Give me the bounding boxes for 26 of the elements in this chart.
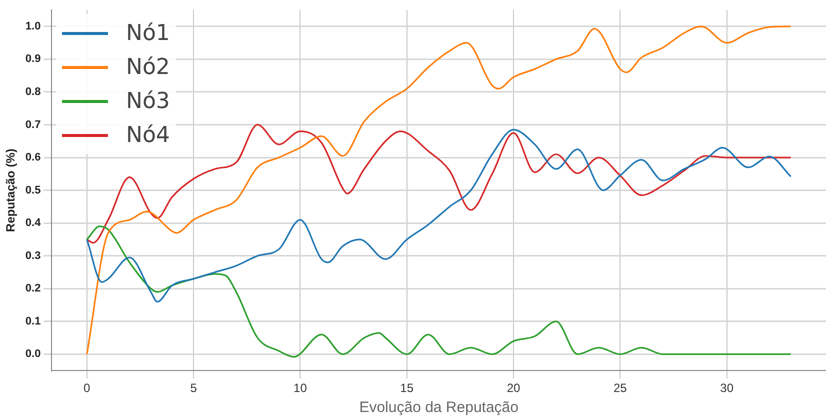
- y-tick-label: 0.8: [25, 86, 41, 98]
- y-tick-label: 0.6: [25, 152, 41, 164]
- y-tick-label: 0.2: [25, 282, 41, 295]
- y-tick-label: 0.0: [25, 348, 41, 360]
- x-tick-label: 20: [506, 381, 520, 396]
- y-tick-label: 0.7: [25, 118, 41, 131]
- y-axis-title: Reputação (%): [4, 148, 18, 232]
- y-tick-label: 0.1: [25, 315, 41, 328]
- line-series: [86, 124, 792, 244]
- legend-label: Nó2: [126, 54, 170, 80]
- x-tick-label: 10: [294, 381, 308, 396]
- y-tick-label: 0.4: [25, 217, 42, 230]
- line-series: [86, 226, 792, 358]
- legend-label: Nó3: [126, 88, 170, 114]
- x-axis-title: Evolução da Reputação: [359, 399, 518, 416]
- y-tick-label: 1.0: [25, 20, 41, 32]
- y-tick-label: 0.9: [25, 53, 41, 66]
- legend-label: Nó1: [126, 20, 170, 46]
- y-tick-label: 0.5: [25, 184, 41, 196]
- legend-label: Nó4: [126, 122, 170, 148]
- x-tick-label: 0: [84, 381, 91, 396]
- x-tick-label: 25: [613, 381, 628, 396]
- x-tick-label: 30: [720, 381, 734, 396]
- y-tick-label: 0.3: [25, 250, 41, 262]
- x-tick-label: 5: [190, 381, 198, 396]
- x-tick-label: 15: [400, 381, 414, 396]
